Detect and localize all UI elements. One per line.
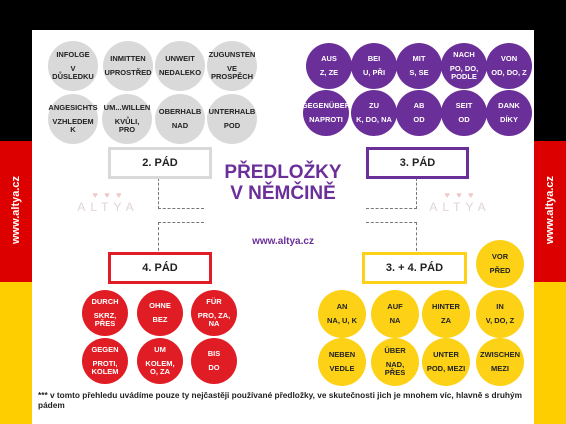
preposition-in: IN V, DO, Z (476, 290, 524, 338)
logo-hearts-right: ♥ ♥ ♥ (444, 190, 476, 200)
preposition-um-willen: UM...WILLEN KVŮLI, PRO (102, 94, 152, 144)
preposition-bis: BIS DO (191, 338, 237, 384)
preposition-neben: NEBEN VEDLE (318, 338, 366, 386)
preposition-gegenueber: GEGENÜBER NAPROTI (302, 90, 350, 136)
preposition-von: VON OD, DO, Z (486, 43, 532, 89)
case-label-accusative: 4. PÁD (108, 252, 212, 284)
preposition-an: AN NA, U, K (318, 290, 366, 338)
preposition-mit: MIT S, SE (396, 43, 442, 89)
preposition-unter: UNTER POD, MEZI (422, 338, 470, 386)
preposition-ab: AB OD (396, 90, 442, 136)
preposition-angesichts: ANGESICHTS VZHLEDEM K (48, 94, 98, 144)
connector-accusative (158, 222, 204, 256)
preposition-durch: DURCH SKRZ, PŘES (82, 290, 128, 336)
preposition-auf: AUF NA (371, 290, 419, 338)
preposition-gegen: GEGEN PROTI, KOLEM (82, 338, 128, 384)
side-label-left: www.altya.cz (10, 175, 22, 245)
preposition-hinter: HINTER ZA (422, 290, 470, 338)
preposition-zugunsten: ZUGUNSTEN VE PROSPĚCH (207, 41, 257, 91)
side-label-right: www.altya.cz (544, 175, 556, 245)
title-line-1: PŘEDLOŽKY (224, 162, 342, 183)
preposition-ohne: OHNE BEZ (137, 290, 183, 336)
case-label-two-way: 3. + 4. PÁD (362, 252, 467, 284)
footnote: *** v tomto přehledu uvádíme pouze ty ne… (38, 390, 522, 411)
title-line-2: V NĚMČINĚ (230, 182, 336, 204)
logo-text-right: ALTYA (429, 200, 491, 214)
logo-hearts-left: ♥ ♥ ♥ (92, 190, 124, 200)
logo-left: ♥ ♥ ♥ ALTYA (48, 190, 168, 214)
preposition-inmitten: INMITTEN UPROSTŘED (103, 41, 153, 91)
preposition-vor: VOR PŘED (476, 240, 524, 288)
preposition-um: UM KOLEM, O, ZA (137, 338, 183, 384)
preposition-fuer: FÜR PRO, ZA, NA (191, 290, 237, 336)
preposition-unweit: UNWEIT NEDALEKO (155, 41, 205, 91)
preposition-oberhalb: OBERHALB NAD (155, 94, 205, 144)
case-label-dative: 3. PÁD (366, 147, 469, 179)
preposition-seit: SEIT OD (441, 90, 487, 136)
logo-right: ♥ ♥ ♥ ALTYA (400, 190, 520, 214)
connector-two-way (366, 222, 417, 256)
preposition-zu: ZU K, DO, NA (351, 90, 397, 136)
case-label-genitive: 2. PÁD (108, 147, 212, 179)
logo-text-left: ALTYA (77, 200, 139, 214)
preposition-aus: AUS Z, ZE (306, 43, 352, 89)
page-title: PŘEDLOŽKY V NĚMČINĚ (203, 162, 363, 205)
preposition-nach: NACH PO, DO, PODLE (441, 43, 487, 89)
preposition-unterhalb: UNTERHALB POD (207, 94, 257, 144)
preposition-bei: BEI U, PŘI (351, 43, 397, 89)
website-url: www.altya.cz (252, 236, 314, 247)
preposition-zwischen: ZWISCHEN MEZI (476, 338, 524, 386)
preposition-ueber: ÜBER NAD, PŘES (371, 338, 419, 386)
preposition-infolge: INFOLGE V DŮSLEDKU (48, 41, 98, 91)
connector-dative (366, 178, 417, 209)
connector-genitive (158, 178, 204, 209)
preposition-dank: DANK DÍKY (486, 90, 532, 136)
